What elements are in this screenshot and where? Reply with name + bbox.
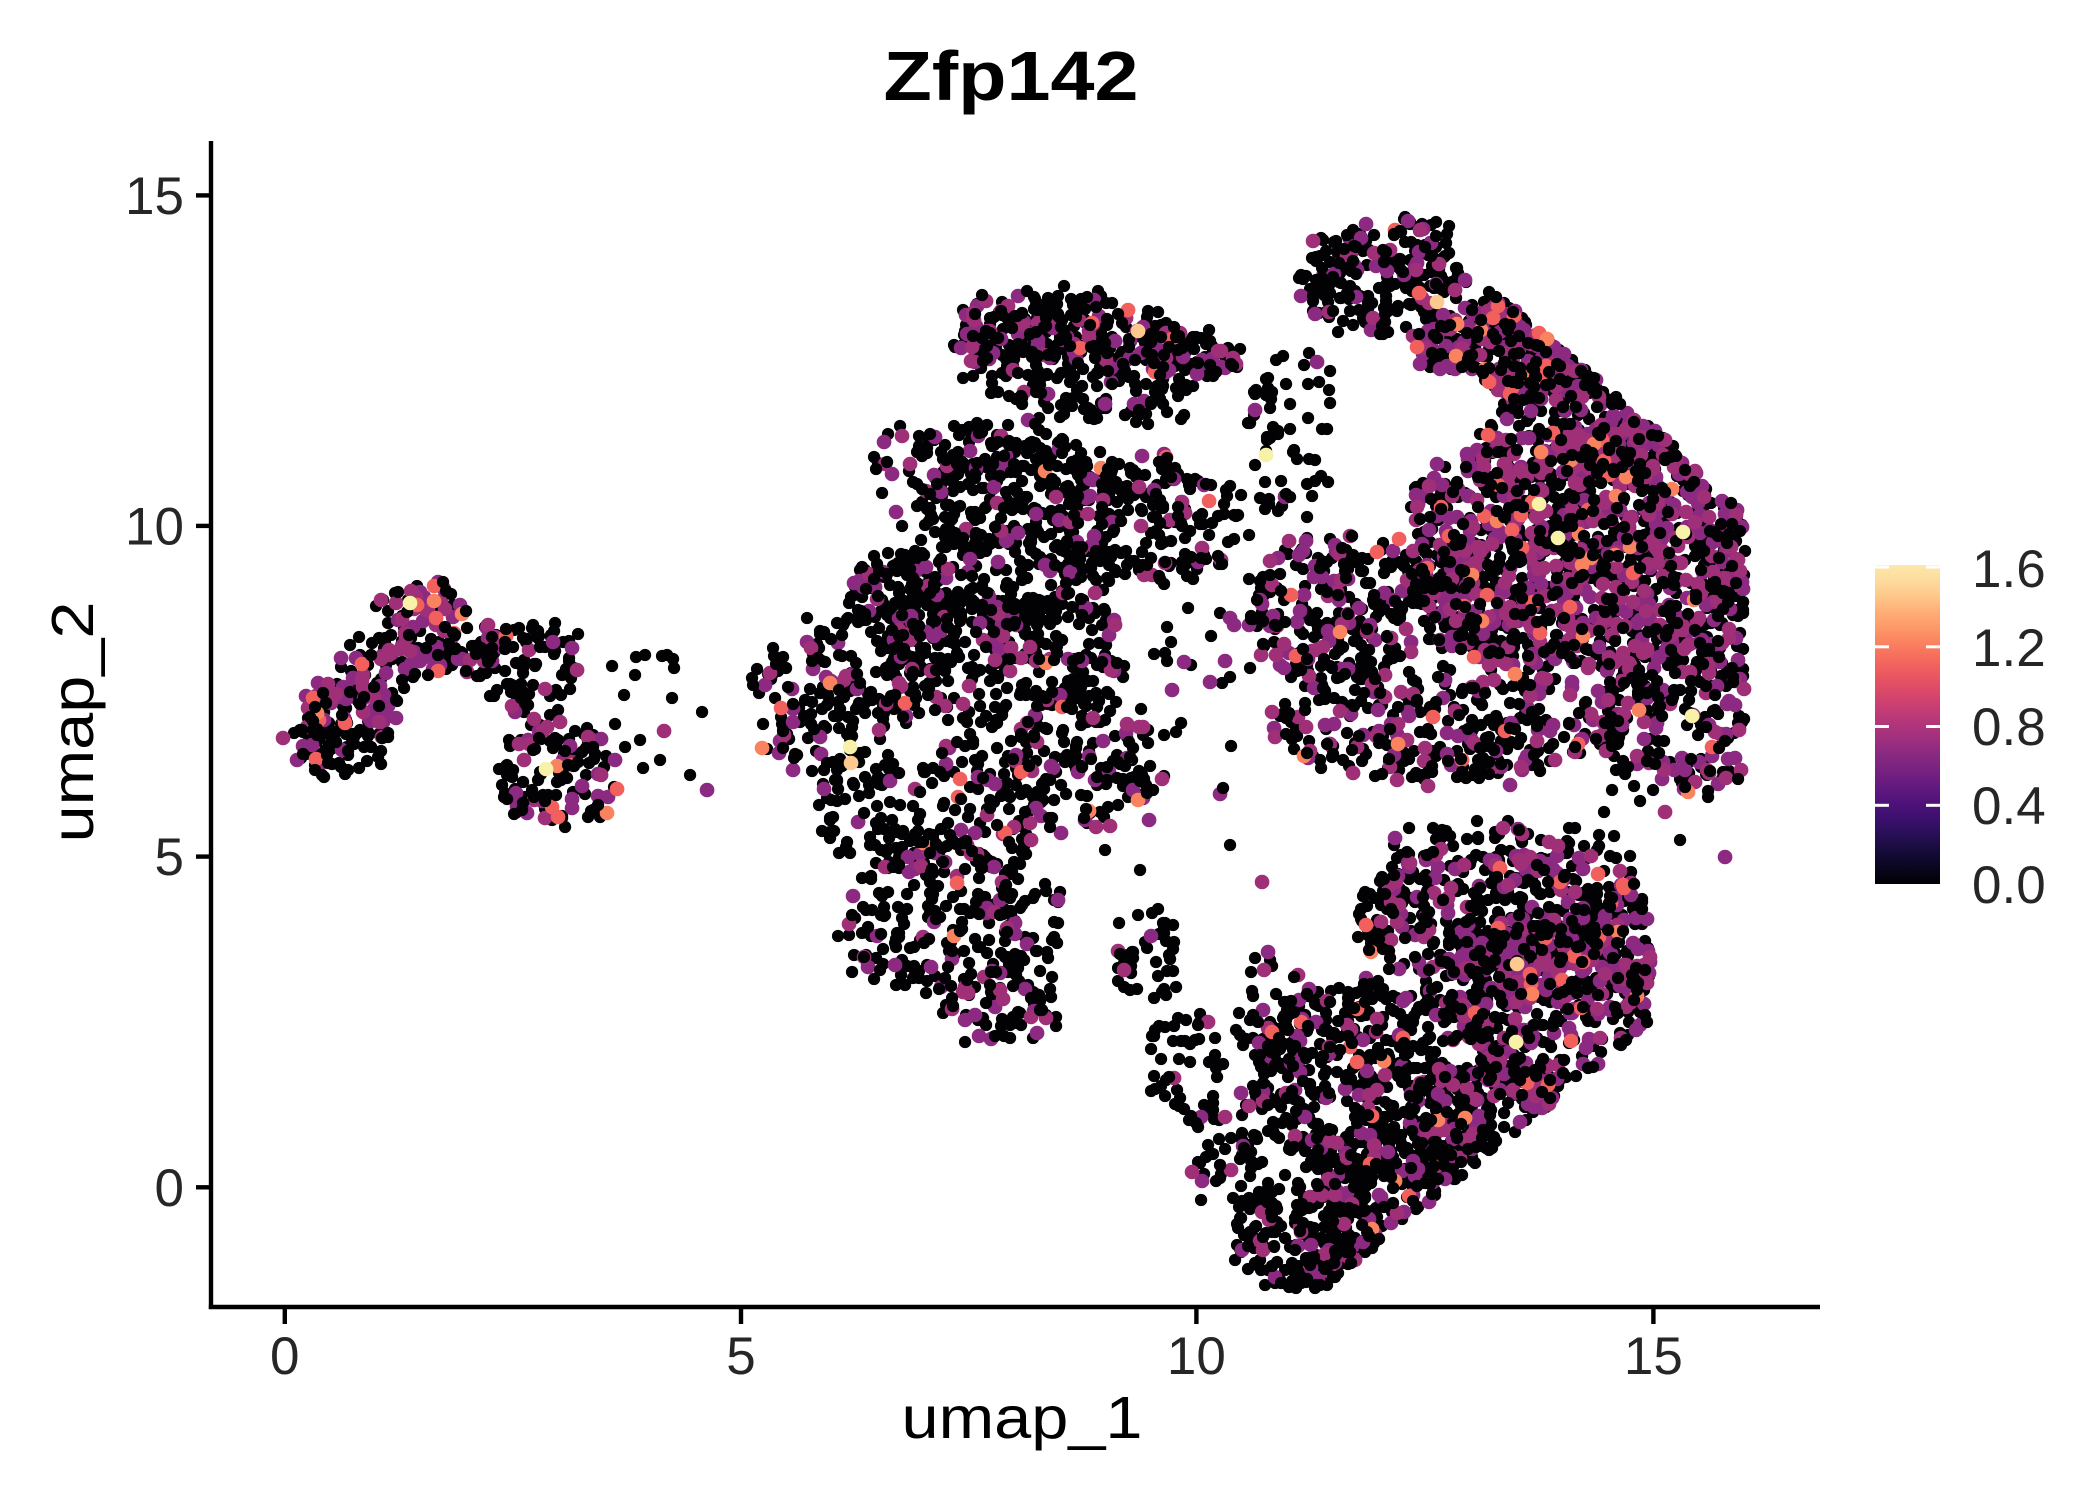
svg-text:umap_1: umap_1 bbox=[902, 1385, 1143, 1451]
svg-text:1.2: 1.2 bbox=[1972, 619, 2046, 678]
svg-text:15: 15 bbox=[125, 167, 184, 226]
svg-text:10: 10 bbox=[1167, 1327, 1226, 1386]
svg-text:5: 5 bbox=[726, 1327, 755, 1386]
svg-text:10: 10 bbox=[125, 498, 184, 557]
svg-text:15: 15 bbox=[1624, 1327, 1683, 1386]
svg-text:0.4: 0.4 bbox=[1972, 777, 2046, 836]
svg-text:0: 0 bbox=[270, 1327, 299, 1386]
svg-text:Zfp142: Zfp142 bbox=[884, 37, 1139, 115]
svg-text:5: 5 bbox=[155, 828, 184, 887]
svg-text:0.8: 0.8 bbox=[1972, 698, 2046, 757]
svg-text:1.6: 1.6 bbox=[1972, 540, 2046, 599]
svg-text:umap_2: umap_2 bbox=[40, 602, 106, 843]
svg-text:0: 0 bbox=[155, 1159, 184, 1218]
svg-text:0.0: 0.0 bbox=[1972, 856, 2046, 915]
